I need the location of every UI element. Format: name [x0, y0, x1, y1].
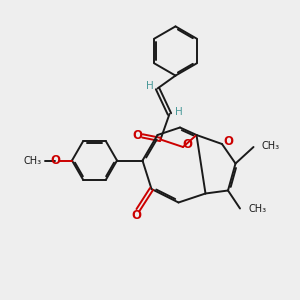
- Text: H: H: [146, 81, 154, 91]
- Text: O: O: [223, 135, 233, 148]
- Text: CH₃: CH₃: [24, 155, 42, 166]
- Text: O: O: [50, 154, 60, 167]
- Text: CH₃: CH₃: [262, 141, 280, 152]
- Text: O: O: [183, 137, 193, 151]
- Text: H: H: [175, 106, 182, 117]
- Text: O: O: [131, 209, 142, 222]
- Text: CH₃: CH₃: [248, 204, 266, 214]
- Text: O: O: [132, 129, 142, 142]
